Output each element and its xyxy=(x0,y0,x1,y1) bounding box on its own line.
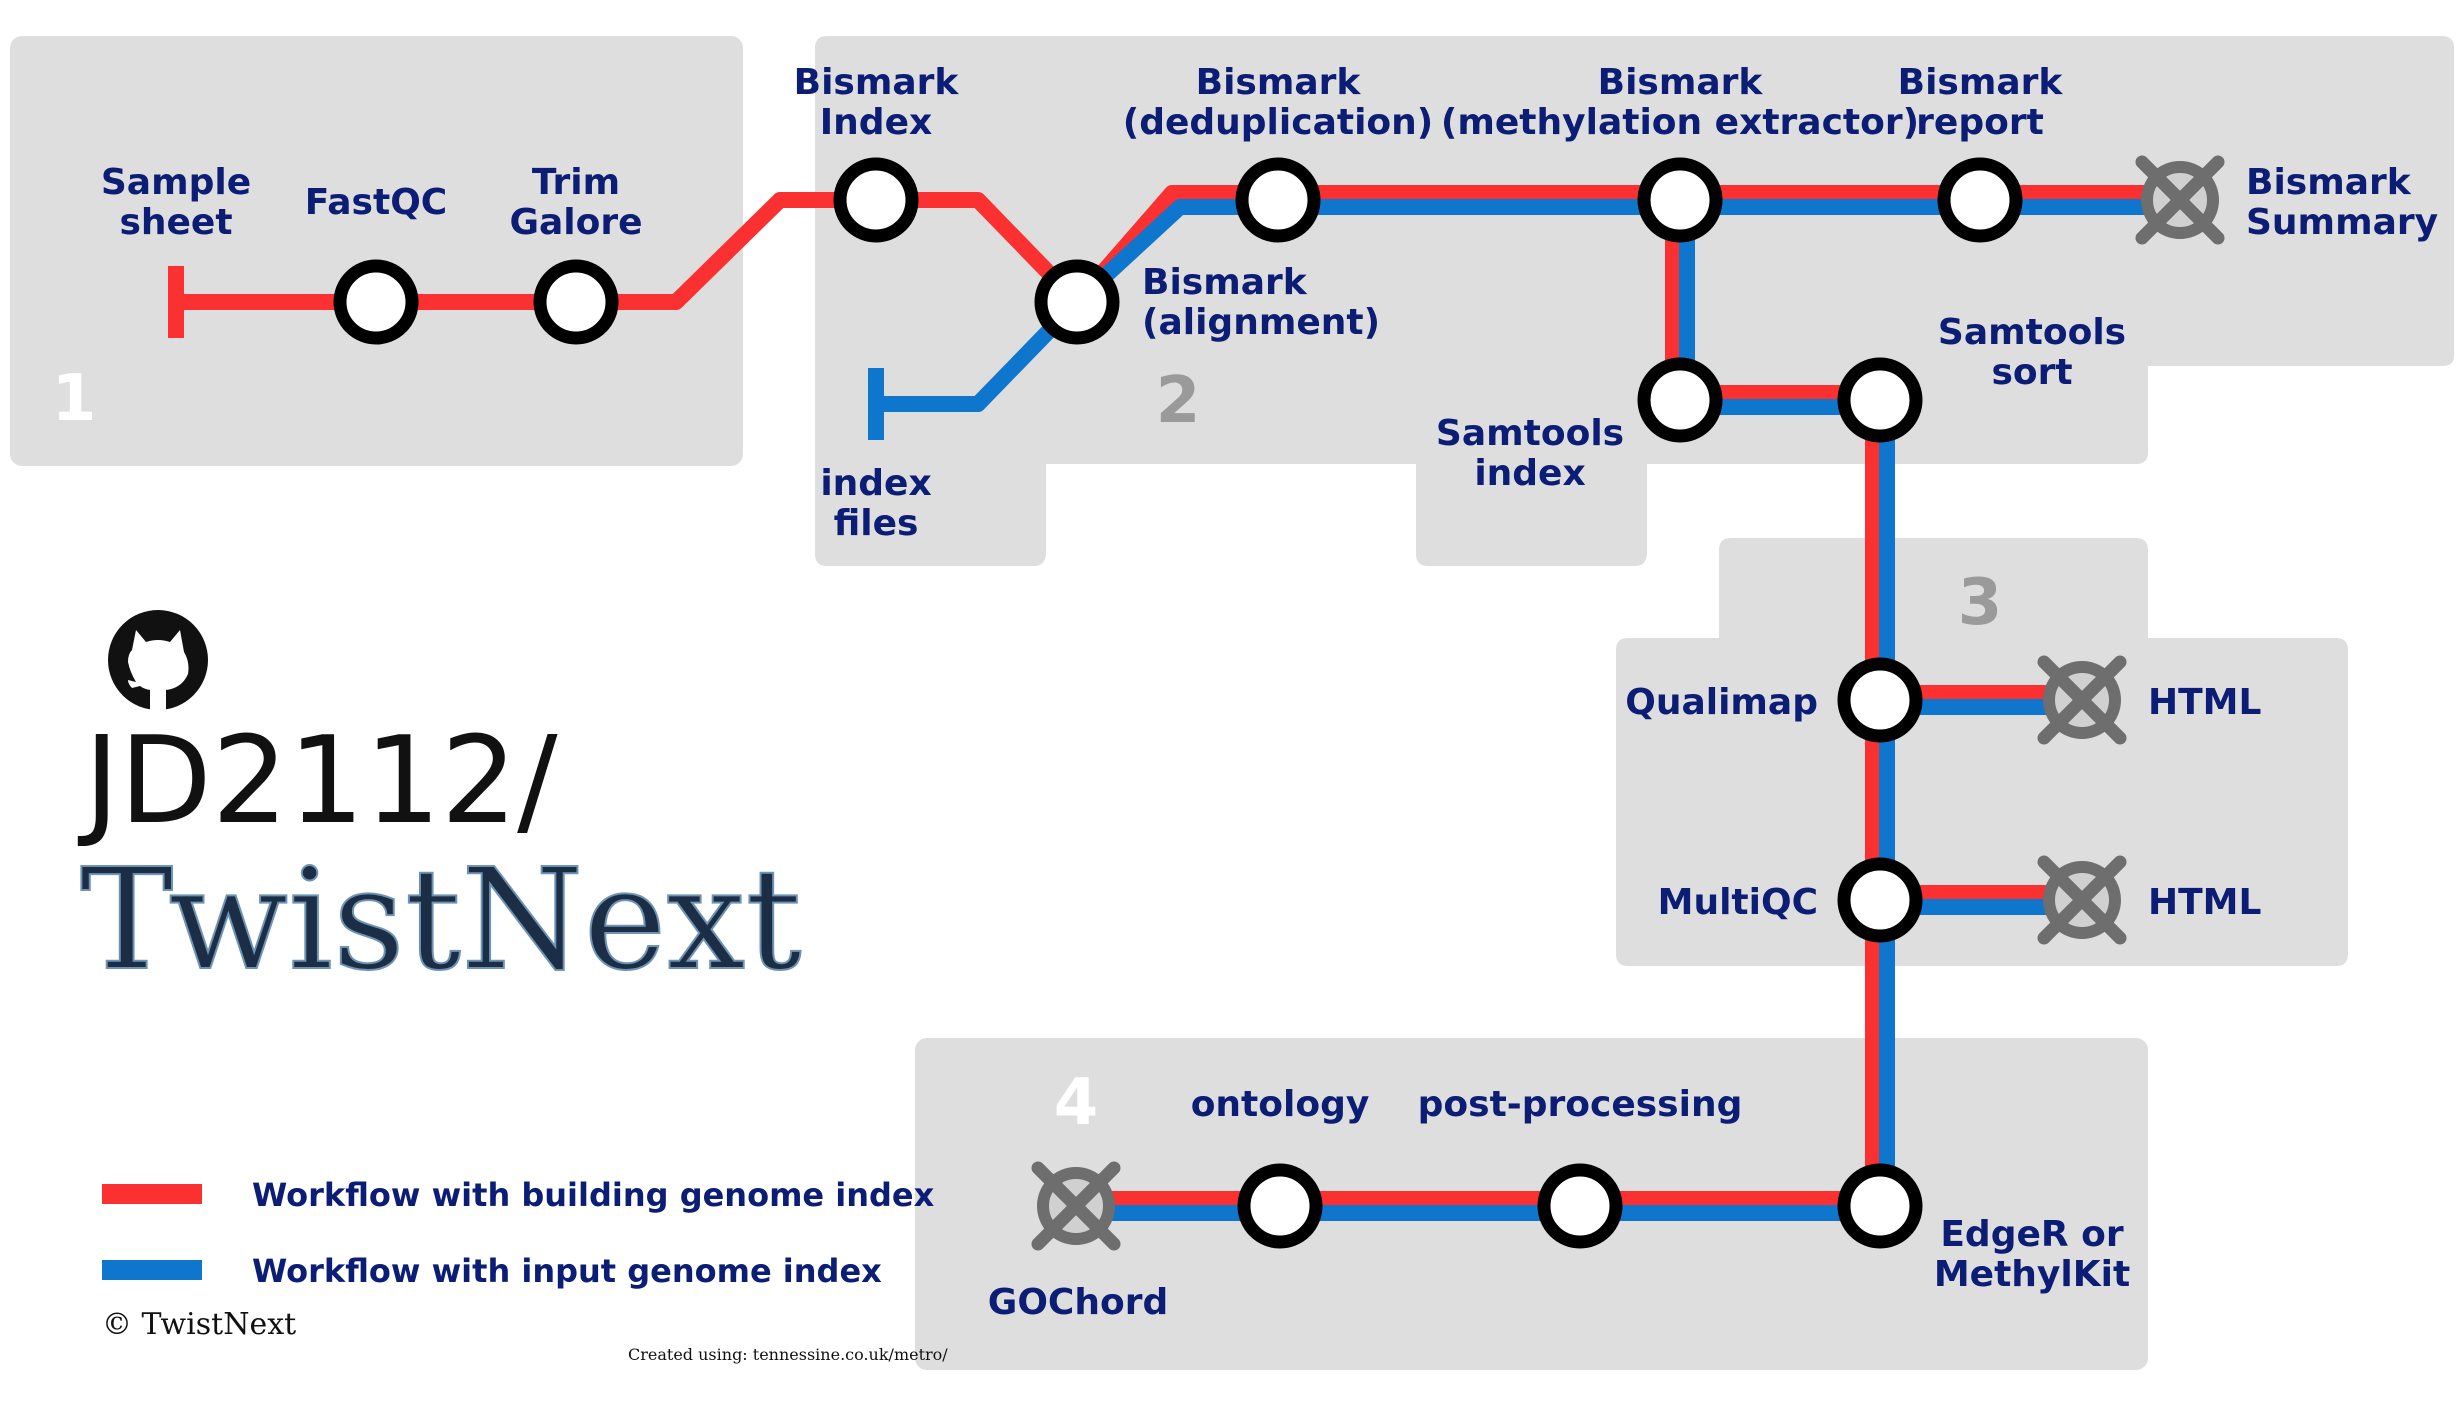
node-fastqc[interactable] xyxy=(333,259,419,345)
label-bismark-summary: Bismark Summary xyxy=(2246,162,2438,243)
legend-red-label: Workflow with building genome index xyxy=(252,1176,935,1214)
node-multiqc[interactable] xyxy=(1837,857,1923,943)
label-bismark-meth: Bismark (methylation extractor) xyxy=(1441,62,1919,143)
node-trim-galore[interactable] xyxy=(533,259,619,345)
terminal-gochord[interactable] xyxy=(1031,1161,1121,1251)
repo-owner-text: JD2112/ xyxy=(77,712,558,851)
node-bismark-report[interactable] xyxy=(1937,157,2023,243)
terminal-bismark-summary[interactable] xyxy=(2135,155,2225,245)
section-2-number: 2 xyxy=(1156,364,1201,438)
node-bismark-meth[interactable] xyxy=(1637,157,1723,243)
sample-sheet-start-cap xyxy=(168,266,184,338)
node-ontology[interactable] xyxy=(1237,1163,1323,1249)
node-bismark-dedup[interactable] xyxy=(1235,157,1321,243)
label-gochord: GOChord xyxy=(988,1282,1168,1323)
station-nodes xyxy=(333,157,2023,1249)
label-samtools-sort: Samtools sort xyxy=(1938,312,2126,393)
label-ontology: ontology xyxy=(1191,1084,1370,1125)
label-multiqc-html: HTML xyxy=(2148,882,2261,923)
twistnext-logo: TwistNext xyxy=(80,839,802,1002)
section-1-number: 1 xyxy=(52,362,97,436)
legend-blue-swatch xyxy=(102,1260,202,1280)
github-icon xyxy=(108,610,208,710)
terminal-qualimap-html[interactable] xyxy=(2037,655,2127,745)
line-index-files-to-alignment xyxy=(876,296,1083,412)
node-bismark-alignment[interactable] xyxy=(1034,259,1120,345)
label-bismark-alignment: Bismark (alignment) xyxy=(1142,262,1380,343)
label-post-processing: post-processing xyxy=(1418,1084,1743,1125)
section-3-number: 3 xyxy=(1958,566,2003,640)
label-bismark-dedup: Bismark (deduplication) xyxy=(1123,62,1433,143)
label-multiqc: MultiQC xyxy=(1658,882,1818,923)
credit-text: Created using: tennessine.co.uk/metro/ xyxy=(628,1345,948,1364)
section-4-number: 4 xyxy=(1054,1066,1099,1140)
label-bismark-index: Bismark Index xyxy=(794,62,960,143)
label-samtools-index: Samtools index xyxy=(1436,413,1624,494)
section-3-panel xyxy=(1616,538,2348,966)
node-post-processing[interactable] xyxy=(1537,1163,1623,1249)
node-qualimap[interactable] xyxy=(1837,657,1923,743)
node-bismark-index[interactable] xyxy=(833,157,919,243)
label-edger: EdgeR or MethylKit xyxy=(1934,1214,2130,1295)
label-trim-galore: Trim Galore xyxy=(509,162,642,243)
label-bismark-report: Bismark report xyxy=(1898,62,2064,143)
section-2-panel xyxy=(815,36,2454,566)
legend-blue-label: Workflow with input genome index xyxy=(252,1252,882,1290)
terminal-multiqc-html[interactable] xyxy=(2037,855,2127,945)
label-qualimap-html: HTML xyxy=(2148,682,2261,723)
label-fastqc: FastQC xyxy=(305,182,447,223)
copyright-text: © TwistNext xyxy=(102,1307,296,1342)
label-index-files: index files xyxy=(820,463,931,544)
section-1-panel xyxy=(10,36,743,466)
index-files-start-cap xyxy=(868,368,884,440)
node-edger[interactable] xyxy=(1837,1163,1923,1249)
label-qualimap: Qualimap xyxy=(1625,682,1818,723)
legend-red-swatch xyxy=(102,1184,202,1204)
label-sample-sheet: Sample sheet xyxy=(101,162,251,243)
line-sample-to-bismark-index xyxy=(176,192,876,310)
node-samtools-index[interactable] xyxy=(1637,357,1723,443)
node-samtools-sort[interactable] xyxy=(1837,357,1923,443)
